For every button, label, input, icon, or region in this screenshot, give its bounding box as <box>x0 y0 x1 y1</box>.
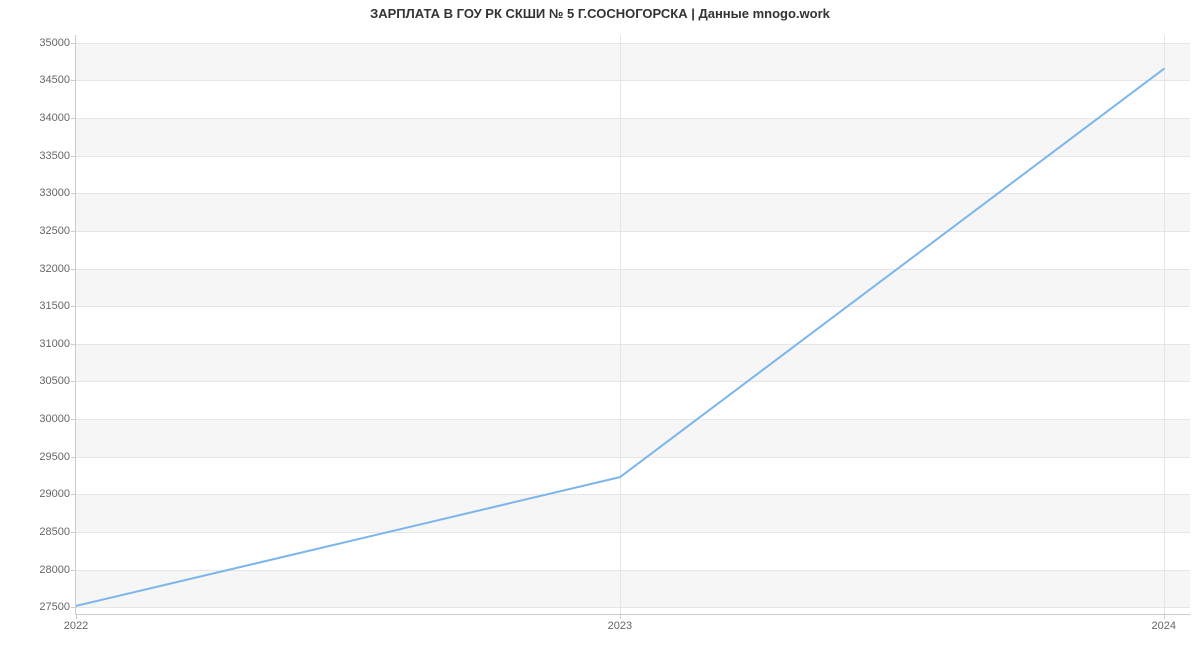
y-tick-label: 33500 <box>39 150 70 162</box>
y-tick-label: 29500 <box>39 451 70 463</box>
series-layer <box>76 35 1191 615</box>
y-tick-label: 30500 <box>39 375 70 387</box>
chart-title: ЗАРПЛАТА В ГОУ РК СКШИ № 5 Г.СОСНОГОРСКА… <box>0 6 1200 21</box>
y-tick-label: 29000 <box>39 488 70 500</box>
y-tick-label: 32000 <box>39 263 70 275</box>
salary-line-chart: ЗАРПЛАТА В ГОУ РК СКШИ № 5 Г.СОСНОГОРСКА… <box>0 0 1200 650</box>
y-tick-label: 34000 <box>39 112 70 124</box>
y-tick-label: 35000 <box>39 37 70 49</box>
series-line-salary <box>76 69 1164 606</box>
y-tick-label: 27500 <box>39 601 70 613</box>
y-tick-label: 31000 <box>39 338 70 350</box>
x-tick-label: 2024 <box>1152 620 1176 632</box>
y-tick-label: 31500 <box>39 300 70 312</box>
plot-area: 2750028000285002900029500300003050031000… <box>75 35 1190 615</box>
y-tick-label: 33000 <box>39 187 70 199</box>
x-tick-label: 2023 <box>608 620 632 632</box>
x-tick-label: 2022 <box>64 620 88 632</box>
y-tick-label: 28000 <box>39 564 70 576</box>
y-tick-label: 34500 <box>39 74 70 86</box>
y-tick-label: 28500 <box>39 526 70 538</box>
y-tick-label: 30000 <box>39 413 70 425</box>
y-tick-label: 32500 <box>39 225 70 237</box>
